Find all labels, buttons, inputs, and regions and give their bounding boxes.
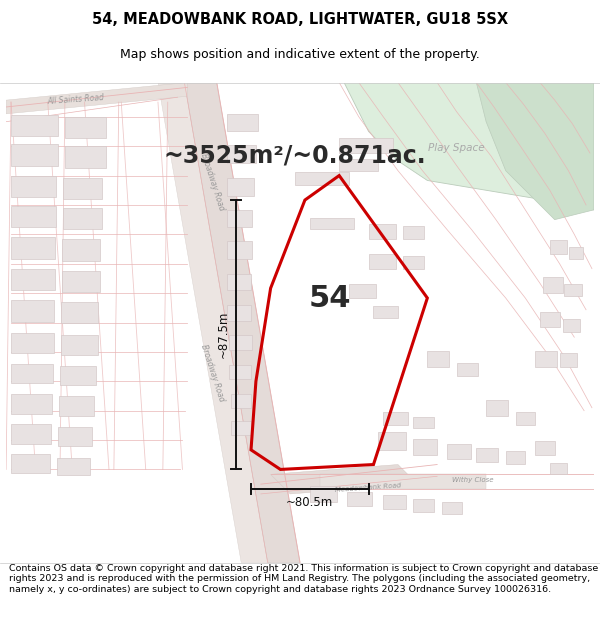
Bar xyxy=(232,421,251,435)
Bar xyxy=(11,364,53,383)
Bar xyxy=(11,144,58,166)
Bar xyxy=(61,302,98,324)
Bar xyxy=(11,454,50,473)
Bar xyxy=(227,210,252,227)
Bar xyxy=(506,451,526,464)
Bar xyxy=(535,441,554,455)
Text: ~80.5m: ~80.5m xyxy=(286,496,334,509)
Bar xyxy=(560,353,577,367)
Polygon shape xyxy=(184,82,300,562)
Bar xyxy=(515,412,535,426)
Bar xyxy=(61,335,98,355)
Polygon shape xyxy=(6,82,187,114)
Text: ~3525m²/~0.871ac.: ~3525m²/~0.871ac. xyxy=(164,144,427,168)
Bar xyxy=(11,238,55,259)
Bar xyxy=(373,306,398,318)
Bar xyxy=(339,138,393,153)
Text: 54: 54 xyxy=(308,284,350,312)
Bar xyxy=(543,278,563,293)
Bar xyxy=(310,486,337,502)
Bar xyxy=(403,256,424,269)
Text: Meadowbank Road: Meadowbank Road xyxy=(334,482,401,493)
Bar xyxy=(563,319,580,332)
Bar xyxy=(413,416,434,428)
Bar xyxy=(442,502,461,514)
Text: 54, MEADOWBANK ROAD, LIGHTWATER, GU18 5SX: 54, MEADOWBANK ROAD, LIGHTWATER, GU18 5S… xyxy=(92,12,508,28)
Bar xyxy=(11,176,56,197)
Bar xyxy=(227,145,256,163)
Bar xyxy=(60,366,96,385)
Bar xyxy=(227,179,254,196)
Bar xyxy=(59,396,94,416)
Bar xyxy=(65,146,106,168)
Bar xyxy=(295,172,349,186)
Bar xyxy=(427,351,449,367)
Polygon shape xyxy=(344,82,594,210)
Bar xyxy=(569,247,583,259)
Text: Map shows position and indicative extent of the property.: Map shows position and indicative extent… xyxy=(120,48,480,61)
Polygon shape xyxy=(476,82,594,219)
Bar xyxy=(368,224,396,239)
Bar xyxy=(11,206,56,228)
Bar xyxy=(229,335,252,350)
Bar xyxy=(379,432,406,450)
Bar xyxy=(403,226,424,239)
Bar xyxy=(227,241,252,259)
Bar xyxy=(11,115,58,136)
Text: Contains OS data © Crown copyright and database right 2021. This information is : Contains OS data © Crown copyright and d… xyxy=(9,564,598,594)
Bar xyxy=(227,305,251,321)
Bar xyxy=(447,444,472,459)
Text: Broadway Road: Broadway Road xyxy=(199,343,226,403)
Bar xyxy=(347,492,371,506)
Polygon shape xyxy=(271,464,418,494)
Bar xyxy=(383,495,406,509)
Bar xyxy=(11,269,55,290)
Bar xyxy=(310,217,354,229)
Bar xyxy=(62,271,100,292)
Text: ~87.5m: ~87.5m xyxy=(217,311,230,358)
Bar xyxy=(227,114,258,131)
Text: Play Space: Play Space xyxy=(428,143,485,153)
Bar xyxy=(383,412,408,426)
Bar xyxy=(368,254,396,269)
Text: Withy Close: Withy Close xyxy=(452,477,493,483)
Bar xyxy=(550,240,568,254)
Bar xyxy=(550,462,568,474)
Bar xyxy=(339,159,379,171)
Text: Broadway Road: Broadway Road xyxy=(199,152,226,212)
Bar xyxy=(65,117,106,138)
Bar xyxy=(63,177,102,199)
Bar xyxy=(232,394,251,408)
Bar xyxy=(486,400,508,416)
Bar xyxy=(457,362,478,376)
Bar xyxy=(57,458,91,476)
Polygon shape xyxy=(320,474,486,489)
Text: All Saints Road: All Saints Road xyxy=(47,93,105,106)
Bar xyxy=(11,424,51,444)
Bar xyxy=(413,499,434,511)
Polygon shape xyxy=(158,82,271,562)
Bar xyxy=(229,364,251,379)
Bar xyxy=(535,351,557,367)
Bar xyxy=(565,284,582,296)
Bar xyxy=(11,300,54,321)
Bar xyxy=(11,333,54,353)
Bar xyxy=(58,428,92,446)
Bar xyxy=(413,439,437,455)
Bar xyxy=(476,448,498,462)
Bar xyxy=(540,312,560,328)
Bar xyxy=(62,239,100,261)
Bar xyxy=(227,274,251,290)
Bar xyxy=(63,208,102,229)
Bar xyxy=(11,394,52,414)
Bar xyxy=(349,284,376,298)
